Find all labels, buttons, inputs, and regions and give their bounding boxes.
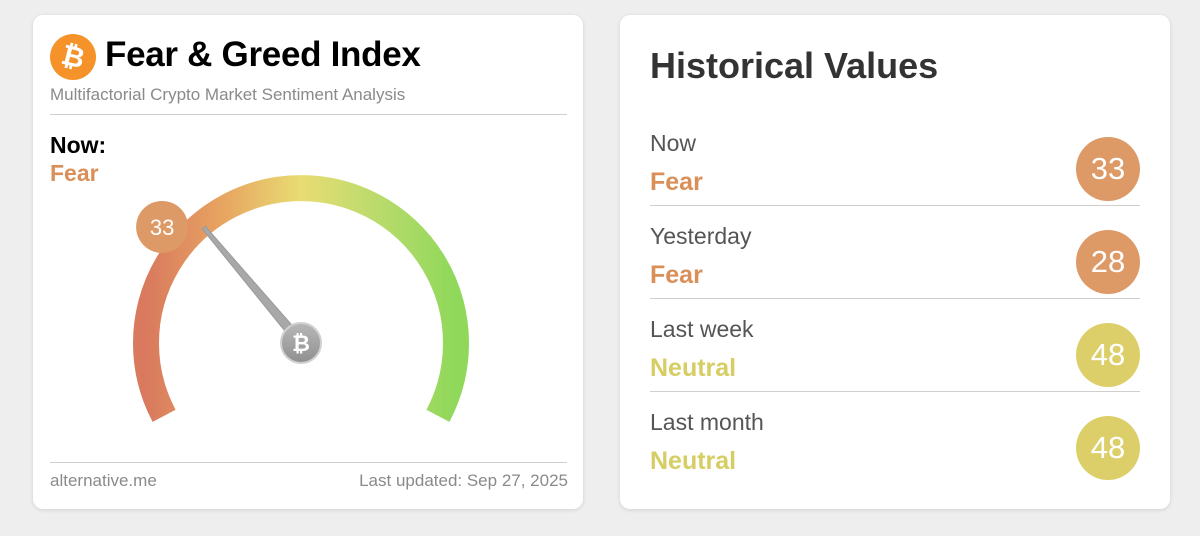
gauge-arc	[133, 175, 469, 422]
row-divider	[650, 298, 1140, 299]
svg-text:₿: ₿	[292, 332, 310, 357]
history-status: Fear	[650, 168, 703, 196]
history-value-badge: 48	[1076, 323, 1140, 387]
now-label: Now:	[50, 132, 107, 158]
fear-greed-widget: ₿ Fear & Greed Index Multifactorial Cryp…	[33, 15, 583, 509]
svg-text:33: 33	[150, 215, 174, 240]
history-status: Fear	[650, 261, 703, 289]
widget-subtitle: Multifactorial Crypto Market Sentiment A…	[50, 85, 406, 104]
history-status: Neutral	[650, 354, 737, 382]
sentiment-gauge: ₿ 33	[133, 175, 469, 422]
source-link[interactable]: alternative.me	[50, 471, 157, 490]
history-row-last-month: Last month Neutral 48	[650, 401, 1140, 493]
row-divider	[650, 205, 1140, 206]
widget-title: Fear & Greed Index	[105, 35, 421, 74]
history-value-badge: 28	[1076, 230, 1140, 294]
now-status: Fear	[50, 160, 99, 186]
historical-values-card: Historical Values Now Fear 33 Yesterday …	[620, 15, 1170, 509]
history-label: Last month	[650, 409, 764, 435]
history-label: Last week	[650, 316, 754, 342]
history-title: Historical Values	[650, 45, 939, 86]
history-row-last-week: Last week Neutral 48	[650, 308, 1140, 400]
bitcoin-icon: ₿	[50, 34, 96, 80]
row-divider	[650, 391, 1140, 392]
history-status: Neutral	[650, 447, 737, 475]
history-row-now: Now Fear 33	[650, 122, 1140, 214]
history-label: Yesterday	[650, 223, 752, 249]
history-value-badge: 33	[1076, 137, 1140, 201]
footer-divider	[50, 462, 567, 463]
history-label: Now	[650, 130, 697, 156]
last-updated: Last updated: Sep 27, 2025	[359, 471, 568, 490]
header-divider	[50, 114, 567, 115]
history-value-badge: 48	[1076, 416, 1140, 480]
gauge-value-bubble: 33	[136, 200, 189, 253]
needle-hub-bitcoin-icon: ₿	[280, 322, 322, 364]
history-row-yesterday: Yesterday Fear 28	[650, 215, 1140, 307]
